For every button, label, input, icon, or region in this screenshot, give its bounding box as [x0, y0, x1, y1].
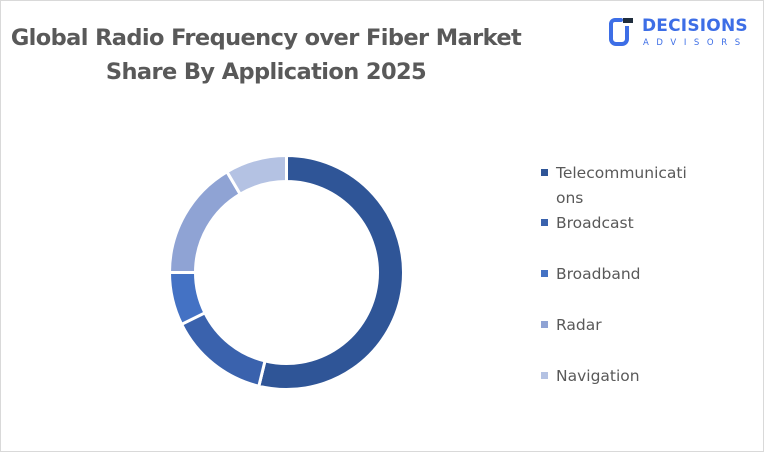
logo-name: DECISIONS — [642, 16, 748, 36]
chart-title: Global Radio Frequency over Fiber Market… — [1, 21, 531, 89]
legend-label: Navigation — [556, 367, 640, 385]
donut-slice-radar — [167, 169, 243, 274]
donut-slice-navigation — [224, 153, 288, 197]
donut-slice-telecommunications — [257, 153, 405, 391]
legend-swatch-icon — [541, 321, 548, 328]
legend-label: Telecommunications — [556, 164, 687, 207]
donut-slice-broadcast — [179, 310, 267, 388]
legend-item-broadcast: Broadcast — [541, 211, 696, 236]
legend-swatch-icon — [541, 372, 548, 379]
chart-title-line-2: Share By Application 2025 — [105, 59, 427, 85]
decisions-advisors-logo: DECISIONS ADVISORS — [609, 13, 759, 53]
legend-item-broadband: Broadband — [541, 262, 696, 287]
legend-swatch-icon — [541, 169, 548, 176]
legend-label: Broadband — [556, 265, 641, 283]
chart-title-line-1: Global Radio Frequency over Fiber Market — [10, 25, 522, 51]
legend-item-radar: Radar — [541, 313, 696, 338]
legend-item-telecommunications: Telecommunications — [541, 161, 696, 211]
legend-label: Broadcast — [556, 214, 634, 232]
logo-tagline: ADVISORS — [643, 38, 748, 48]
legend-swatch-icon — [541, 219, 548, 226]
legend-swatch-icon — [541, 270, 548, 277]
legend-item-navigation: Navigation — [541, 364, 696, 389]
donut-slice-broadband — [167, 271, 207, 327]
legend-label: Radar — [556, 316, 602, 334]
logo-mark-icon — [609, 18, 633, 46]
